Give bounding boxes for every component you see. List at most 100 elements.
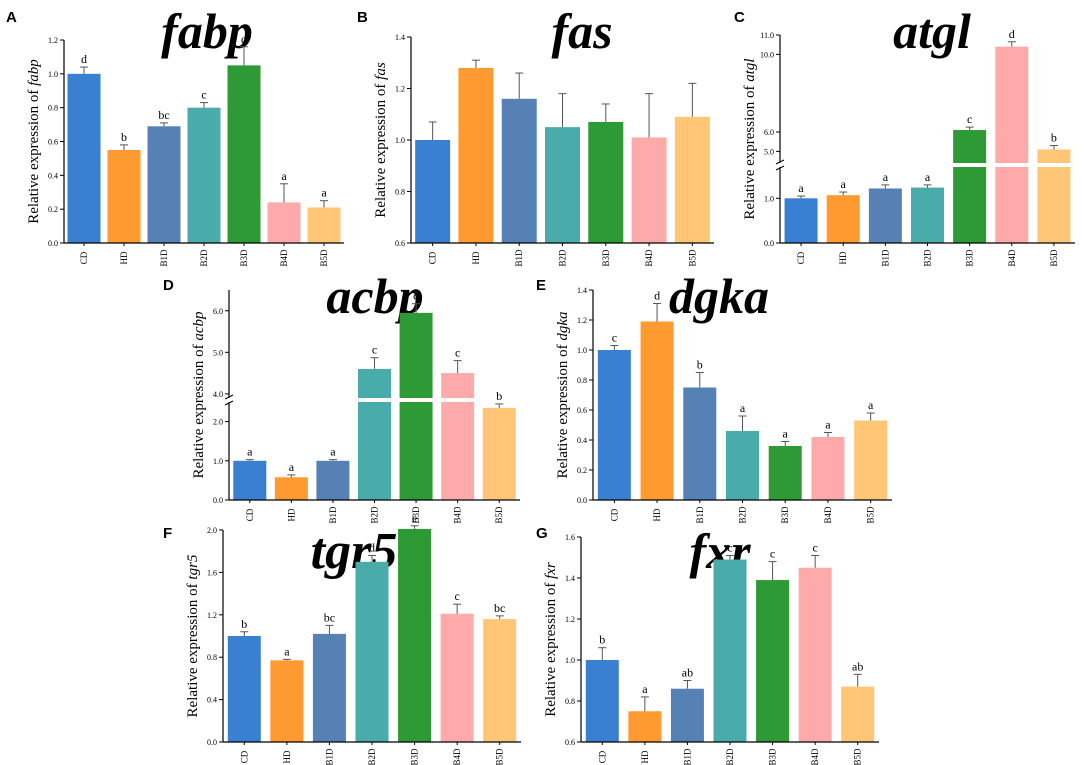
y-tick-label: 0.0: [764, 239, 774, 248]
panel-letter: A: [6, 9, 17, 26]
y-axis-label-gene: tgr5: [185, 554, 201, 580]
significance-label: d: [369, 540, 375, 554]
panel-letter: E: [536, 277, 546, 294]
y-tick-label: 1.0: [395, 136, 405, 145]
x-tick-label: B1D: [695, 506, 705, 524]
x-tick-label: B2D: [923, 249, 933, 267]
y-tick-label: 0.2: [48, 205, 58, 214]
y-axis-label: Relative expression of tgr5: [185, 554, 201, 717]
bar-CD: [415, 140, 451, 243]
x-tick-label: B3D: [768, 748, 778, 765]
significance-label: d: [81, 52, 87, 66]
y-tick-label: 2.0: [207, 526, 217, 535]
bar-B2D: [358, 368, 391, 500]
significance-label: a: [798, 181, 804, 195]
significance-label: a: [330, 445, 336, 459]
y-tick-label: 0.8: [207, 653, 217, 662]
bar-B2D: [713, 559, 747, 742]
x-tick-label: B2D: [199, 249, 209, 267]
x-tick-label: B3D: [601, 249, 611, 267]
y-tick-label: 0.2: [577, 466, 587, 475]
bar-B2D: [545, 127, 580, 243]
y-tick-label: 1.6: [207, 568, 217, 577]
x-tick-label: B4D: [1007, 249, 1017, 267]
panel-letter: C: [734, 9, 745, 26]
x-tick-label: B3D: [410, 748, 420, 765]
bar-B3D: [399, 312, 433, 500]
bar-B2D: [187, 107, 221, 244]
bar-B3D: [588, 121, 624, 243]
axis-break-gap: [1036, 163, 1071, 167]
bar-CD: [227, 636, 261, 742]
significance-label: a: [321, 186, 327, 200]
chart-title: dgka: [669, 268, 769, 324]
x-tick-label: B5D: [866, 506, 876, 524]
y-axis-label: Relative expression of acbp: [191, 311, 207, 479]
axis-break-mark: [224, 394, 234, 400]
axis-break-mark: [775, 159, 785, 165]
significance-label: b: [697, 358, 703, 372]
y-axis-label-prefix: Relative expression of: [191, 341, 207, 479]
x-tick-label: B1D: [324, 748, 334, 765]
bar-CD: [585, 660, 619, 742]
bar-B1D: [670, 688, 704, 742]
x-tick-label: B4D: [452, 748, 462, 765]
significance-label: a: [783, 427, 789, 441]
chart-title: atgl: [893, 3, 971, 59]
significance-label: b: [1051, 131, 1057, 145]
bar-B3D: [768, 446, 802, 500]
x-tick-label: CD: [609, 508, 619, 521]
y-axis-label: Relative expression of fabp: [26, 59, 42, 224]
y-axis-label-prefix: Relative expression of: [742, 82, 758, 220]
y-tick-label: 0.4: [207, 696, 217, 705]
x-tick-label: B5D: [319, 249, 329, 267]
y-axis-label: Relative expression of atgl: [742, 58, 758, 219]
bar-B2D: [911, 187, 944, 243]
significance-label: c: [372, 343, 377, 357]
bar-CD: [784, 198, 818, 243]
chart-title: fabp: [161, 3, 253, 59]
significance-label: c: [967, 112, 972, 126]
bar-B1D: [501, 98, 537, 243]
axis-break-mark: [775, 165, 785, 171]
x-tick-label: B5D: [495, 748, 505, 765]
bar-B3D: [227, 65, 261, 243]
bar-CD: [597, 350, 631, 500]
y-axis-label-prefix: Relative expression of: [185, 580, 201, 718]
bar-HD: [270, 660, 304, 742]
significance-label: c: [455, 346, 460, 360]
x-tick-label: B2D: [738, 506, 748, 524]
bar-B4D: [440, 613, 474, 742]
y-tick-label: 0.6: [577, 406, 587, 415]
chart-title: fas: [551, 3, 612, 59]
significance-label: b: [121, 130, 127, 144]
y-tick-label: 0.4: [577, 436, 587, 445]
axis-break-gap: [994, 163, 1029, 167]
bar-B5D: [482, 407, 516, 500]
bar-HD: [826, 195, 860, 243]
x-tick-label: B2D: [370, 506, 380, 524]
bar-B5D: [854, 420, 888, 500]
significance-label: ab: [682, 666, 693, 680]
significance-label: a: [247, 445, 253, 459]
bar-B1D: [312, 633, 346, 742]
y-tick-label: 0.8: [48, 104, 58, 113]
significance-label: a: [925, 170, 931, 184]
y-tick-label: 6.0: [213, 307, 223, 316]
x-tick-label: B2D: [725, 748, 735, 765]
y-tick-label: 0.0: [48, 239, 58, 248]
y-axis-label-prefix: Relative expression of: [373, 80, 389, 218]
x-tick-label: B4D: [810, 748, 820, 765]
significance-label: a: [868, 398, 874, 412]
bar-B3D: [398, 528, 432, 742]
y-tick-label: 0.8: [565, 697, 575, 706]
bar-HD: [458, 67, 494, 244]
significance-label: d: [654, 289, 660, 303]
significance-label: a: [281, 169, 287, 183]
significance-label: c: [201, 88, 206, 102]
y-tick-label: 10.0: [760, 50, 774, 59]
